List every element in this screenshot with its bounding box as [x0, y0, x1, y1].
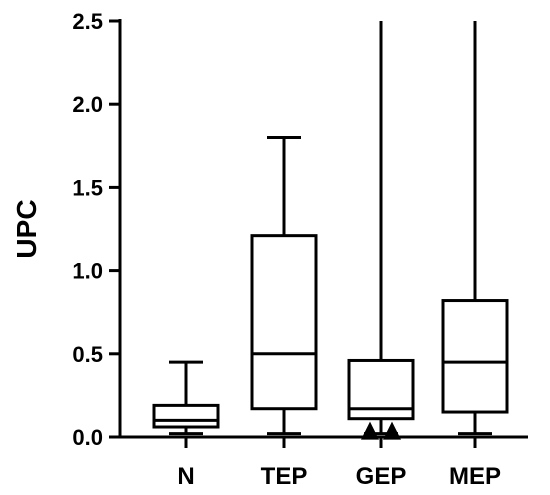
data-point-triangle — [383, 421, 401, 440]
data-point-triangle — [361, 421, 379, 440]
y-tick-label: 1.0 — [72, 259, 103, 284]
y-axis-title: UPC — [11, 199, 42, 258]
box-tep — [250, 135, 318, 436]
y-ticks: 0.0 0.5 1.0 1.5 2.0 2.5 — [72, 9, 120, 450]
box-mep — [441, 21, 509, 436]
y-tick-label: 2.5 — [72, 9, 103, 34]
y-tick-label: 0.0 — [72, 425, 103, 450]
y-tick-label: 2.0 — [72, 92, 103, 117]
iqr-box — [152, 403, 220, 429]
iqr-box — [441, 299, 509, 414]
category-label: TEP — [261, 463, 308, 490]
category-label: N — [177, 463, 194, 490]
y-tick-label: 0.5 — [72, 342, 103, 367]
category-labels: N TEP GEP MEP — [177, 437, 501, 490]
category-label: GEP — [356, 463, 407, 490]
iqr-box — [250, 234, 318, 411]
box-n — [152, 360, 220, 436]
boxes — [152, 21, 509, 436]
y-tick-label: 1.5 — [72, 175, 103, 200]
category-label: MEP — [449, 463, 501, 490]
box-gep — [347, 21, 415, 436]
outlier-points — [361, 421, 401, 440]
